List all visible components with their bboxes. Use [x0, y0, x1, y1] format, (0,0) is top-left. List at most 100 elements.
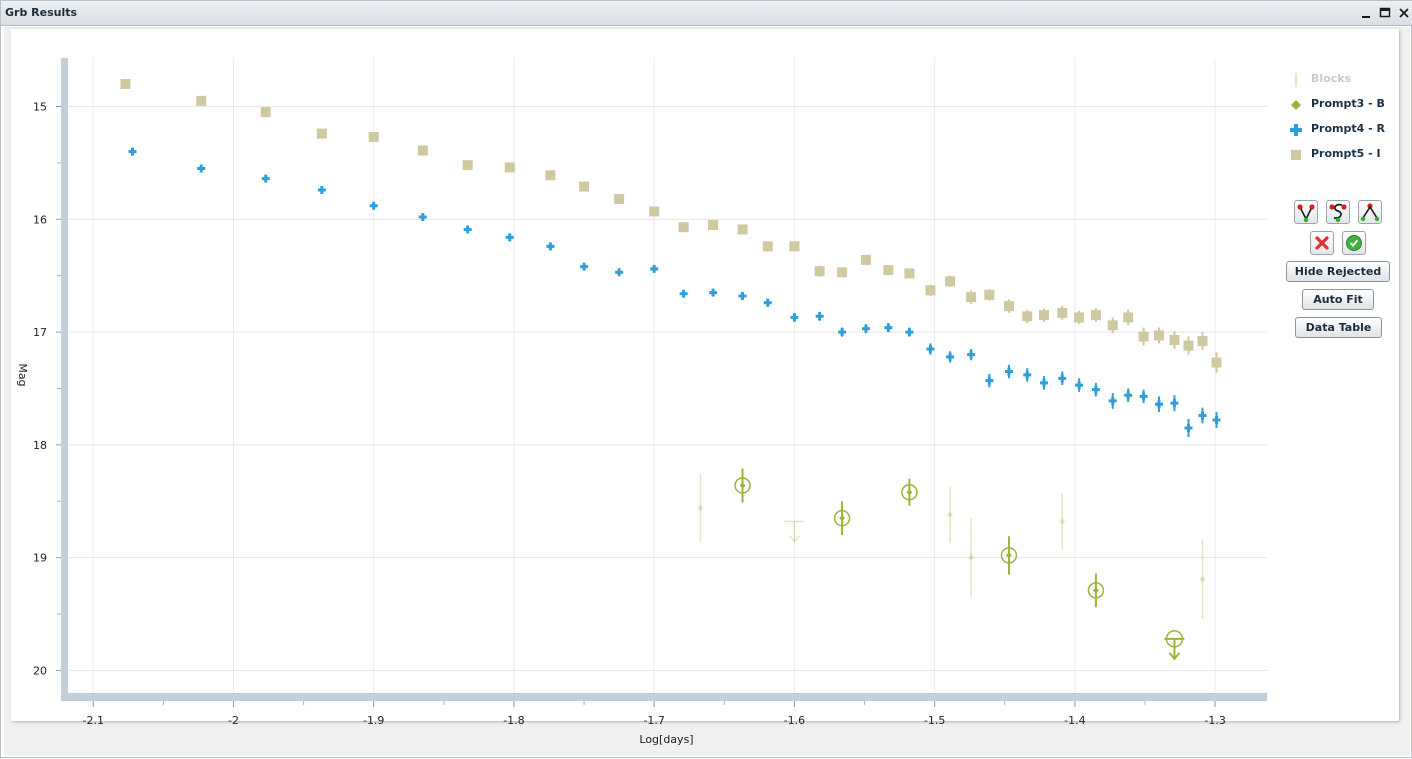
plus-point — [1170, 399, 1179, 408]
square-point — [1197, 336, 1208, 347]
diamond-point — [947, 511, 954, 518]
y-tick-label: 18 — [33, 439, 47, 452]
highlight-circle — [1087, 582, 1105, 599]
square-point — [462, 160, 473, 171]
square-point — [1074, 312, 1085, 323]
square-point — [925, 285, 936, 296]
auto-fit-button[interactable]: Auto Fit — [1302, 289, 1374, 310]
title-bar[interactable]: Grb Results — [1, 1, 1412, 26]
series-prompt4-r — [128, 147, 1221, 437]
window-title: Grb Results — [5, 6, 78, 19]
square-point — [1169, 334, 1180, 345]
fit-v-button[interactable] — [1294, 200, 1318, 224]
plus-point — [197, 164, 206, 173]
square-point — [737, 224, 748, 235]
x-tick-label: -1.3 — [1204, 714, 1225, 727]
plus-point — [463, 225, 472, 234]
square-point — [649, 206, 660, 217]
plus-point — [884, 323, 893, 332]
diamond-point — [906, 489, 913, 496]
square-point — [984, 289, 995, 300]
minimize-icon[interactable] — [1357, 4, 1375, 22]
plus-point — [946, 352, 955, 361]
plus-point — [905, 328, 914, 337]
plus-point — [1198, 411, 1207, 420]
square-point — [708, 219, 719, 230]
plus-point — [815, 312, 824, 321]
plus-point — [128, 147, 137, 156]
hide-rejected-button[interactable]: Hide Rejected — [1286, 261, 1390, 282]
square-point — [504, 162, 515, 173]
square-point — [883, 265, 894, 276]
grid-layer — [68, 58, 1267, 693]
data-layer — [120, 78, 1222, 661]
y-tick-label: 20 — [33, 664, 47, 677]
highlight-circle — [734, 477, 751, 494]
square-point — [945, 276, 956, 287]
square-point — [1022, 311, 1033, 322]
plus-point — [985, 376, 994, 385]
plus-point — [1004, 367, 1013, 376]
reject-icon — [1315, 236, 1329, 250]
square-point — [837, 267, 848, 278]
plus-point — [1058, 374, 1067, 383]
square-point — [1107, 320, 1118, 331]
square-point — [1211, 357, 1222, 368]
accept-button[interactable] — [1342, 231, 1366, 255]
close-icon[interactable] — [1395, 4, 1412, 22]
series-prompt3-b — [697, 468, 1206, 661]
plus-point — [650, 264, 659, 273]
fit-peak-button[interactable] — [1358, 200, 1382, 224]
legend-label: Prompt3 - B — [1311, 97, 1385, 110]
diamond-point — [1005, 552, 1012, 559]
plus-point — [709, 288, 718, 297]
plus-point — [763, 298, 772, 307]
square-point — [1090, 310, 1101, 321]
highlight-circle — [901, 483, 918, 501]
square-point — [545, 170, 556, 181]
square-point — [417, 145, 428, 156]
square-point — [762, 241, 773, 252]
x-tick-label: -1.7 — [643, 714, 664, 727]
plus-point — [261, 174, 270, 183]
square-point — [260, 107, 271, 118]
diamond-point — [839, 515, 846, 522]
plus-point — [369, 201, 378, 210]
square-icon — [1291, 150, 1301, 160]
maximize-icon[interactable] — [1376, 4, 1394, 22]
highlight-circle — [1000, 547, 1018, 564]
accept-icon — [1346, 235, 1362, 251]
square-point — [1123, 312, 1134, 323]
fit-s-button[interactable] — [1326, 200, 1350, 224]
diamond-point — [739, 482, 746, 489]
diamond-point — [968, 554, 975, 561]
square-point — [120, 78, 131, 89]
square-point — [860, 254, 871, 265]
x-axis-bar — [61, 693, 1267, 701]
axis-layer — [56, 58, 1267, 707]
y-tick-label: 17 — [33, 326, 47, 339]
plus-point — [1184, 423, 1193, 432]
plus-point — [580, 262, 589, 271]
square-point — [904, 268, 915, 279]
x-tick-label: -1.8 — [503, 714, 524, 727]
plus-point — [317, 185, 326, 194]
x-tick-label: -2 — [228, 714, 239, 727]
square-point — [789, 241, 800, 252]
plus-point — [790, 313, 799, 322]
highlight-circle — [833, 509, 851, 527]
diamond-point — [697, 505, 704, 512]
data-table-button[interactable]: Data Table — [1295, 317, 1382, 338]
square-point — [1138, 331, 1149, 342]
reject-button[interactable] — [1310, 231, 1334, 255]
x-tick-label: -1.5 — [924, 714, 945, 727]
x-axis-label: Log[days] — [639, 733, 693, 746]
y-tick-label: 19 — [33, 552, 47, 565]
x-tick-label: -2.1 — [83, 714, 104, 727]
plus-point — [679, 289, 688, 298]
x-tick-label: -1.9 — [363, 714, 384, 727]
square-point — [579, 181, 590, 192]
series-prompt5-i — [120, 78, 1222, 373]
legend-label: Prompt4 - R — [1311, 122, 1385, 135]
